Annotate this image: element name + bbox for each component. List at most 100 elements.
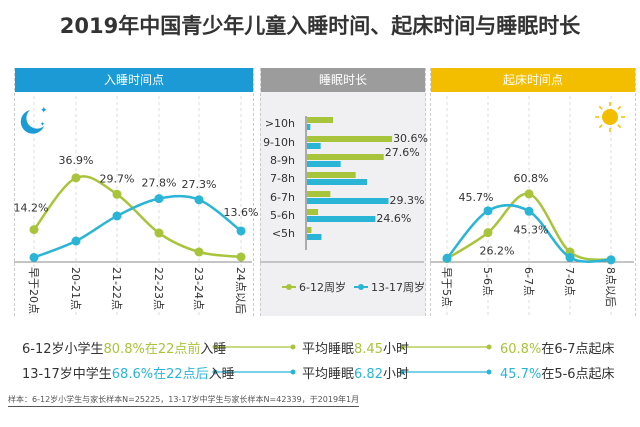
data-point	[565, 253, 575, 263]
star-shape: ✦	[40, 121, 45, 128]
bedtime-panel: 入睡时间点	[14, 68, 254, 316]
page-title: 2019年中国青少年儿童入睡时间、起床时间与睡眠时长	[59, 14, 581, 38]
connector-dot	[290, 369, 296, 375]
data-point	[236, 226, 246, 236]
data-point	[29, 252, 39, 262]
avg-sleep-label: 平均睡眠	[302, 367, 355, 382]
wake-suffix: 在5-6点起床	[541, 367, 615, 382]
data-point	[236, 252, 246, 262]
data-label: 13.6%	[224, 206, 259, 219]
legend-label: 13-17周岁	[371, 280, 425, 294]
data-point	[524, 189, 534, 199]
data-point	[483, 206, 493, 216]
data-label: 30.6%	[393, 132, 428, 145]
bedtime-stat: 68.6%在22点后	[111, 367, 209, 382]
sun-ray	[617, 105, 622, 110]
bar-6-12	[307, 136, 393, 142]
bar-6-12	[307, 227, 312, 233]
data-point	[606, 255, 616, 265]
footnote: 样本：6-12岁小学生与家长样本N=25225，13-17岁中学生与家长样本N=…	[8, 394, 360, 407]
bar-13-17	[307, 161, 341, 167]
bar-13-17	[307, 234, 322, 240]
data-label: 14.2%	[14, 202, 49, 215]
data-point	[71, 173, 81, 183]
bar-6-12	[307, 117, 334, 123]
waketime-panel: 起床时间点	[430, 68, 636, 316]
x-tick-label: 6-7点	[522, 267, 535, 296]
sun-ray	[598, 124, 603, 129]
x-tick-label: 20-21点	[69, 267, 82, 310]
legend-marker	[358, 284, 364, 290]
y-tick-label: 5-6h	[270, 209, 295, 222]
bar-6-12	[307, 209, 319, 215]
data-point	[194, 247, 204, 257]
x-tick-label: 23-24点	[192, 267, 205, 310]
waketime-header: 起床时间点	[431, 68, 635, 92]
bar-6-12	[307, 172, 356, 178]
data-point	[524, 206, 534, 216]
legend-marker	[286, 284, 292, 290]
group-label: 13-17岁中学生	[22, 367, 112, 382]
connector-dot	[486, 344, 492, 350]
x-tick-label: 22-23点	[152, 267, 165, 310]
bar-13-17	[307, 143, 321, 149]
bar-13-17	[307, 216, 376, 222]
data-point	[194, 195, 204, 205]
data-label: 60.8%	[514, 172, 549, 185]
data-point	[112, 211, 122, 221]
y-tick-label: 9-10h	[263, 136, 295, 149]
bedtime-suffix: 入睡	[200, 342, 227, 357]
data-label: 27.6%	[385, 146, 420, 159]
bedtime-suffix: 入睡	[208, 367, 235, 382]
wake-suffix: 在6-7点起床	[541, 342, 615, 357]
y-tick-label: <5h	[272, 227, 295, 240]
avg-sleep-value: 6.82	[354, 367, 383, 382]
connector-dot	[399, 369, 405, 375]
data-point	[71, 236, 81, 246]
legend-label: 6-12周岁	[299, 280, 346, 294]
y-tick-label: 6-7h	[270, 191, 295, 204]
duration-panel: 睡眠时长	[260, 68, 426, 316]
data-label: 26.2%	[480, 245, 515, 258]
data-point	[483, 228, 493, 238]
data-label: 29.7%	[100, 172, 135, 185]
bedtime-stat: 80.8%在22点前	[103, 342, 201, 357]
x-tick-label: 24点以后	[234, 267, 247, 314]
moon-shape	[20, 110, 44, 134]
duration-header: 睡眠时长	[261, 68, 425, 92]
moon-stars-icon: ✦✦	[20, 106, 48, 134]
bar-6-12	[307, 154, 384, 160]
avg-sleep-unit: 小时	[382, 342, 409, 357]
avg-sleep-label: 平均睡眠	[302, 342, 355, 357]
data-label: 27.3%	[182, 178, 217, 191]
bar-6-12	[307, 191, 331, 197]
connector-dot	[486, 369, 492, 375]
data-point	[154, 194, 164, 204]
bar-13-17	[307, 198, 389, 204]
x-tick-label: 7-8点	[563, 267, 576, 296]
data-point	[112, 189, 122, 199]
connector-dot	[212, 369, 218, 375]
star-shape: ✦	[40, 106, 48, 116]
data-label: 36.9%	[59, 154, 94, 167]
wake-stat: 60.8%	[500, 342, 542, 357]
data-label: 27.8%	[142, 177, 177, 190]
series-line-13-17	[33, 194, 242, 259]
connector-dot	[212, 344, 218, 350]
data-label: 24.6%	[376, 212, 411, 225]
bar-13-17	[307, 179, 368, 185]
avg-sleep-unit: 小时	[382, 367, 409, 382]
data-label: 45.3%	[514, 223, 549, 236]
x-tick-label: 21-22点	[110, 267, 123, 310]
sun-disc	[602, 109, 618, 125]
data-point	[154, 228, 164, 238]
connector-dot	[399, 344, 405, 350]
data-label: 45.7%	[459, 191, 494, 204]
connector-dot	[290, 344, 296, 350]
avg-sleep-value: 8.45	[354, 342, 383, 357]
group-label: 6-12岁小学生	[22, 342, 104, 357]
y-tick-label: >10h	[265, 117, 295, 130]
sun-ray	[617, 124, 622, 129]
data-point	[442, 253, 452, 263]
